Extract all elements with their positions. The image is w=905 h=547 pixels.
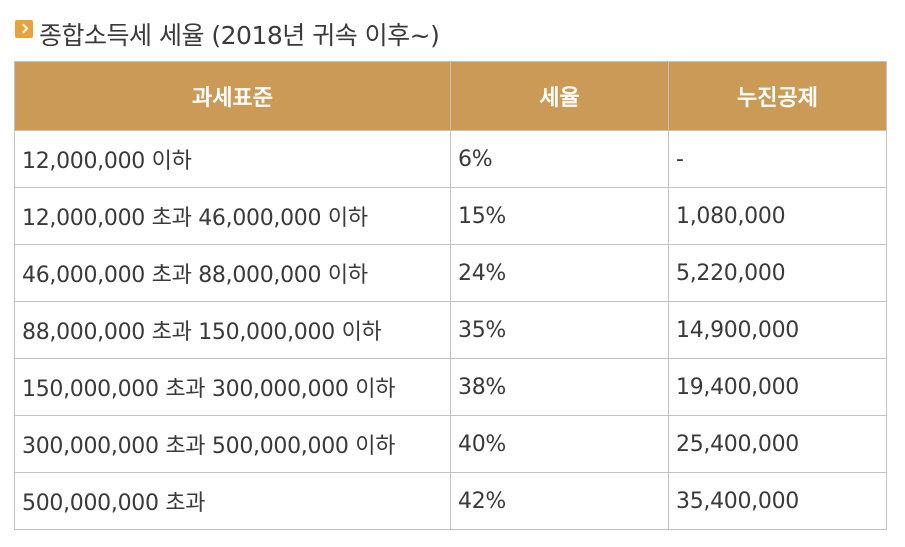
chevron-right-icon [15, 20, 33, 38]
title-row: 종합소득세 세율 (2018년 귀속 이후~) [15, 14, 440, 54]
cell-tax-base: 300,000,000 초과 500,000,000 이하 [14, 415, 451, 473]
cell-tax-rate: 35% [450, 301, 669, 359]
cell-tax-base: 12,000,000 초과 46,000,000 이하 [14, 187, 451, 245]
cell-deduction: 35,400,000 [668, 472, 887, 530]
tax-rate-table: 과세표준 세율 누진공제 12,000,000 이하 6% - 12,000,0… [14, 61, 887, 530]
cell-tax-rate: 6% [450, 130, 669, 188]
cell-tax-rate: 24% [450, 244, 669, 302]
table-row: 500,000,000 초과 42% 35,400,000 [14, 472, 887, 530]
cell-tax-base: 500,000,000 초과 [14, 472, 451, 530]
table-row: 300,000,000 초과 500,000,000 이하 40% 25,400… [14, 415, 887, 473]
table-row: 12,000,000 이하 6% - [14, 130, 887, 188]
cell-tax-base: 46,000,000 초과 88,000,000 이하 [14, 244, 451, 302]
cell-deduction: 25,400,000 [668, 415, 887, 473]
cell-tax-rate: 15% [450, 187, 669, 245]
cell-deduction: 14,900,000 [668, 301, 887, 359]
table-header-row: 과세표준 세율 누진공제 [14, 61, 887, 131]
table-row: 88,000,000 초과 150,000,000 이하 35% 14,900,… [14, 301, 887, 359]
cell-tax-base: 150,000,000 초과 300,000,000 이하 [14, 358, 451, 416]
header-tax-rate: 세율 [450, 61, 669, 131]
header-progressive-deduction: 누진공제 [668, 61, 887, 131]
cell-deduction: 1,080,000 [668, 187, 887, 245]
header-tax-base: 과세표준 [14, 61, 451, 131]
cell-deduction: 19,400,000 [668, 358, 887, 416]
page-title: 종합소득세 세율 (2018년 귀속 이후~) [39, 21, 440, 50]
cell-tax-rate: 42% [450, 472, 669, 530]
table-row: 150,000,000 초과 300,000,000 이하 38% 19,400… [14, 358, 887, 416]
cell-tax-base: 88,000,000 초과 150,000,000 이하 [14, 301, 451, 359]
cell-deduction: 5,220,000 [668, 244, 887, 302]
table-row: 12,000,000 초과 46,000,000 이하 15% 1,080,00… [14, 187, 887, 245]
cell-tax-rate: 40% [450, 415, 669, 473]
cell-tax-base: 12,000,000 이하 [14, 130, 451, 188]
table-row: 46,000,000 초과 88,000,000 이하 24% 5,220,00… [14, 244, 887, 302]
cell-tax-rate: 38% [450, 358, 669, 416]
cell-deduction: - [668, 130, 887, 188]
